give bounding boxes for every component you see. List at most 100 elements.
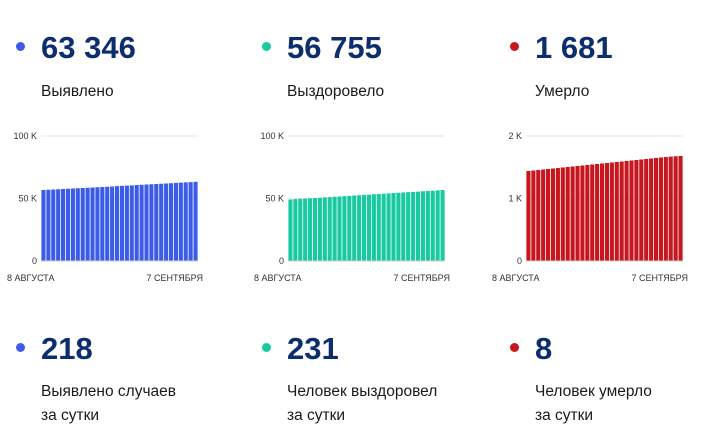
bar xyxy=(65,188,71,261)
daily-recovered-label-line1: Человек выздоровел xyxy=(287,383,438,400)
deaths-chart: 0 1 K 2 K 8 АВГУСТА 7 СЕНТЯБРЯ xyxy=(492,131,688,283)
recovered-total: 56 755 xyxy=(287,30,382,65)
bar xyxy=(159,183,164,261)
bar xyxy=(144,184,149,261)
x-start-label: 8 АВГУСТА xyxy=(254,273,302,283)
bar xyxy=(178,182,183,262)
bar xyxy=(327,197,332,262)
bar xyxy=(371,194,376,261)
bar xyxy=(303,198,308,262)
bar xyxy=(61,189,66,261)
deaths-dot xyxy=(510,42,519,51)
bar xyxy=(173,182,178,262)
bar xyxy=(590,164,595,261)
daily-confirmed-label-line1: Выявлено случаев xyxy=(41,383,176,400)
bar xyxy=(580,165,585,261)
bar xyxy=(624,161,629,261)
bar xyxy=(298,198,303,262)
confirmed-label: Выявлено xyxy=(41,83,114,100)
bar xyxy=(391,193,396,261)
confirmed-chart: 0 50 K 100 K 8 АВГУСТА 7 СЕНТЯБРЯ xyxy=(7,131,203,283)
bar xyxy=(673,156,678,261)
bar xyxy=(183,182,188,262)
daily-confirmed-label-line2: за сутки xyxy=(41,407,100,424)
bar xyxy=(293,199,298,262)
y-tick-label: 50 K xyxy=(18,194,37,204)
bar xyxy=(565,167,570,261)
bar xyxy=(46,189,51,261)
bar xyxy=(110,186,115,261)
bar xyxy=(609,162,614,261)
bar xyxy=(366,194,372,262)
bar xyxy=(396,192,401,261)
bar xyxy=(663,157,668,261)
bar xyxy=(347,195,352,262)
bar xyxy=(634,160,639,261)
bar xyxy=(119,185,125,262)
bar xyxy=(585,165,590,261)
y-tick-label: 50 K xyxy=(265,194,284,204)
bar xyxy=(541,169,546,261)
bar xyxy=(288,199,293,261)
bar xyxy=(376,194,381,261)
bar xyxy=(75,188,80,261)
bar xyxy=(56,189,61,261)
bar xyxy=(406,192,411,262)
deaths-total: 1 681 xyxy=(535,30,613,65)
bar xyxy=(678,155,683,261)
daily-recovered-label-line2: за сутки xyxy=(287,407,346,424)
bar xyxy=(41,190,46,261)
bar xyxy=(649,158,654,261)
x-end-label: 7 СЕНТЯБРЯ xyxy=(631,273,688,283)
bar xyxy=(614,162,619,261)
bar xyxy=(352,195,357,261)
bar xyxy=(312,198,318,261)
x-start-label: 8 АВГУСТА xyxy=(492,273,540,283)
bar xyxy=(668,156,673,262)
bar xyxy=(105,186,110,261)
y-tick-label: 0 xyxy=(517,256,522,266)
y-tick-label: 0 xyxy=(279,256,284,266)
daily-deaths-dot xyxy=(510,343,519,352)
recovered-label: Выздоровело xyxy=(287,83,385,100)
bar xyxy=(342,196,347,262)
bar xyxy=(134,185,139,261)
daily-confirmed-value: 218 xyxy=(41,331,93,366)
bar xyxy=(536,170,541,261)
bar xyxy=(114,186,120,262)
bar xyxy=(317,197,322,261)
bar xyxy=(168,183,174,261)
confirmed-dot xyxy=(16,42,25,51)
bar xyxy=(531,170,536,261)
bar xyxy=(435,190,440,262)
bar xyxy=(308,198,313,261)
y-tick-label: 2 K xyxy=(508,131,522,141)
bar xyxy=(546,169,551,261)
bar xyxy=(555,168,560,261)
bar xyxy=(164,183,169,261)
bar xyxy=(90,187,95,261)
bar xyxy=(604,163,610,261)
daily-recovered-value: 231 xyxy=(287,331,339,366)
bar xyxy=(95,187,100,261)
bar xyxy=(124,185,129,262)
bar xyxy=(560,167,565,261)
bar xyxy=(570,166,575,261)
recovered-dot xyxy=(262,42,271,51)
y-tick-label: 0 xyxy=(32,256,37,266)
y-tick-label: 1 K xyxy=(508,194,522,204)
bar xyxy=(70,188,75,261)
bar xyxy=(599,163,605,261)
bar xyxy=(80,188,85,261)
x-end-label: 7 СЕНТЯБРЯ xyxy=(393,273,450,283)
y-tick-label: 100 K xyxy=(13,131,37,141)
bar xyxy=(415,191,421,262)
bar xyxy=(322,197,327,262)
bar xyxy=(430,190,435,261)
bar xyxy=(644,159,649,261)
recovered-chart: 0 50 K 100 K 8 АВГУСТА 7 СЕНТЯБРЯ xyxy=(254,131,450,283)
bar xyxy=(129,185,134,262)
bar xyxy=(361,194,367,262)
bar xyxy=(595,164,600,261)
daily-recovered-dot xyxy=(262,343,271,352)
